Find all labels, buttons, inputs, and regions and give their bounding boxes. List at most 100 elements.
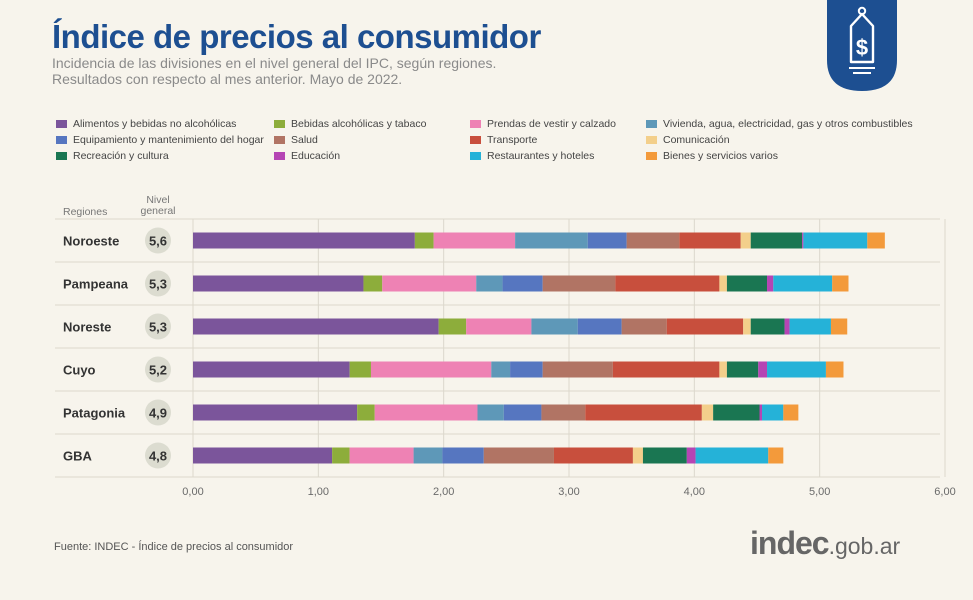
region-label: Pampeana [63,277,129,292]
legend-swatch [470,136,481,144]
bar-segment [483,447,554,464]
x-tick-label: 6,00 [934,486,955,498]
bar-segment [686,447,696,464]
legend-swatch [646,120,657,128]
legend-item: Salud [274,134,318,146]
svg-text:$: $ [856,35,868,60]
bar-segment [370,361,492,378]
bar-segment [503,404,542,421]
bar-segment [726,361,759,378]
region-label: Noroeste [63,234,119,249]
bar-segment [832,275,849,292]
indec-logo: indec.gob.ar [750,525,901,561]
nivel-general-header: general [140,205,175,217]
bar-segment [750,318,785,335]
legend-item: Transporte [470,134,537,146]
bar-segment [632,447,643,464]
bar-segment [626,232,680,249]
nivel-general-value: 5,6 [149,234,167,249]
legend-item: Equipamiento y mantenimiento del hogar [56,134,264,146]
nivel-general-badge [145,356,171,383]
legend-label: Equipamiento y mantenimiento del hogar [73,134,264,146]
legend-swatch [646,136,657,144]
bar-segment [332,447,350,464]
subtitle-line-1: Incidencia de las divisiones en el nivel… [52,55,497,71]
bar-segment [363,275,383,292]
legend-item: Comunicación [646,134,730,146]
bar-segment [382,275,477,292]
bar-segment [585,404,702,421]
legend-label: Salud [291,134,318,146]
nivel-general-badge [145,442,171,469]
nivel-general-badge [145,270,171,297]
bar-segment [531,318,578,335]
bar-segment [773,275,833,292]
bar-segment [477,404,504,421]
bar-segment [193,232,415,249]
subtitle-line-2: Resultados con respecto al mes anterior.… [52,71,403,87]
bar-segment [789,318,831,335]
bar-segment [615,275,720,292]
bar-segment [193,361,350,378]
legend-label: Bienes y servicios varios [663,150,778,162]
bar-segment [515,232,588,249]
legend-swatch [470,120,481,128]
bar-segment [502,275,543,292]
legend-swatch [56,136,67,144]
legend-item: Alimentos y bebidas no alcohólicas [56,118,236,130]
legend-label: Restaurantes y hoteles [487,150,595,162]
nivel-general-badge [145,313,171,340]
legend-swatch [56,120,67,128]
nivel-general-value: 4,8 [149,449,167,464]
nivel-general-value: 5,2 [149,363,167,378]
legend-label: Educación [291,150,341,162]
bar-segment [803,232,868,249]
legend-item: Recreación y cultura [56,150,169,162]
chart-legend: Alimentos y bebidas no alcohólicas Bebida… [56,118,956,168]
bar-segment [784,318,790,335]
bar-segment [719,275,727,292]
legend-item: Prendas de vestir y calzado [470,118,616,130]
legend-label: Alimentos y bebidas no alcohólicas [73,118,237,130]
regions-header: Regiones [63,206,107,218]
bar-segment [767,361,826,378]
bar-segment [830,318,848,335]
bar-segment [612,361,720,378]
bar-segment [666,318,744,335]
bar-segment [541,404,586,421]
nivel-general-value: 4,9 [149,406,167,421]
bar-segment [762,404,784,421]
bar-segment [438,318,467,335]
bar-segment [743,318,751,335]
region-label: GBA [63,449,93,464]
bar-segment [193,447,333,464]
legend-swatch [470,152,481,160]
bar-segment [695,447,769,464]
bar-segment [587,232,627,249]
bar-segment [621,318,667,335]
bar-segment [374,404,478,421]
legend-label: Comunicación [663,134,730,146]
bar-segment [759,404,763,421]
bar-segment [768,447,784,464]
bar-segment [476,275,503,292]
legend-item: Educación [274,150,340,162]
region-label: Cuyo [63,363,96,378]
x-tick-label: 2,00 [433,486,454,498]
source-note: Fuente: INDEC - Índice de precios al con… [54,541,294,553]
legend-label: Prendas de vestir y calzado [487,118,616,130]
x-tick-label: 3,00 [558,486,579,498]
bar-segment [442,447,484,464]
legend-item: Bienes y servicios varios [646,150,778,162]
bar-segment [825,361,844,378]
x-tick-label: 1,00 [308,486,329,498]
legend-item: Restaurantes y hoteles [470,150,594,162]
region-label: Noreste [63,320,111,335]
legend-swatch [274,136,285,144]
bar-segment [740,232,751,249]
bar-segment [867,232,885,249]
legend-swatch [274,152,285,160]
bar-segment [357,404,375,421]
page-title: Índice de precios al consumidor [52,18,541,55]
